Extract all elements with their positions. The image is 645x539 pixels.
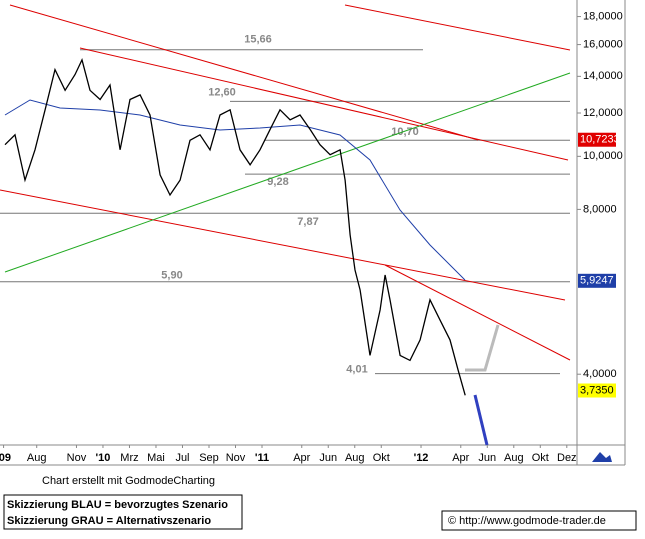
note: Skizzierung GRAU = Alternativszenario: [7, 515, 211, 527]
note: Skizzierung BLAU = bevorzugtes Szenario: [7, 499, 228, 511]
trend-line: [79, 47, 569, 161]
price-marker: [578, 383, 616, 398]
y-tick-label: 4,0000: [583, 368, 617, 380]
alternative-scenario: [465, 324, 500, 372]
price-marker-label: 3,7350: [580, 384, 614, 396]
trend-line: [0, 189, 566, 301]
source-box: [441, 510, 637, 531]
scroll-icon: [592, 452, 612, 462]
trend-line: [9, 4, 479, 141]
x-tick-label: Apr: [452, 452, 469, 464]
x-tick-label: Okt: [532, 452, 549, 464]
x-tick-label: Jun: [478, 452, 496, 464]
level-label: 4,01: [346, 364, 367, 376]
x-tick-label: Nov: [67, 452, 87, 464]
price-marker-label: 10,7233: [580, 134, 620, 146]
level-label: 9,28: [267, 176, 288, 188]
moving-average: [4, 99, 466, 281]
x-tick-label: Sep: [199, 452, 219, 464]
trend-line: [4, 72, 571, 273]
source: © http://www.godmode-trader.de: [448, 515, 606, 527]
trend-lines: [0, 4, 571, 446]
x-tick-label: Nov: [226, 452, 246, 464]
x-tick-label: Dez: [557, 452, 577, 464]
x-tick-label: Aug: [345, 452, 365, 464]
x-tick-label: Mrz: [120, 452, 138, 464]
price-marker-label: 5,9247: [580, 275, 614, 287]
y-tick-label: 18,0000: [583, 10, 623, 22]
y-tick-label: 8,0000: [583, 203, 617, 215]
x-tick-label: Jul: [175, 452, 189, 464]
price-line: [4, 58, 466, 396]
x-tick-label: Aug: [27, 452, 47, 464]
level-label: 7,87: [297, 216, 318, 228]
price-marker: [578, 273, 616, 288]
plot: [4, 58, 466, 396]
x-tick-label: Aug: [504, 452, 524, 464]
x-tick-label: Okt: [373, 452, 390, 464]
y-tick-label: 10,0000: [583, 150, 623, 162]
x-tick-label: Mai: [147, 452, 165, 464]
notes-box: [3, 494, 243, 530]
x-tick-label: Jun: [319, 452, 337, 464]
x-tick-label: Apr: [293, 452, 310, 464]
chart-background: [0, 0, 625, 465]
y-tick-label: 16,0000: [583, 38, 623, 50]
x-tick-label: '11: [255, 452, 269, 464]
level-label: 5,90: [161, 270, 182, 282]
level-label: 15,66: [244, 34, 272, 46]
preferred-scenario: [473, 394, 489, 446]
x-tick-label: '12: [414, 452, 429, 464]
trend-line: [344, 4, 571, 51]
level-label: 12,60: [208, 86, 236, 98]
y-tick-label: 14,0000: [583, 70, 623, 82]
x-tick-label: '09: [0, 452, 11, 464]
price-marker: [578, 132, 616, 147]
trend-line: [384, 264, 571, 361]
y-tick-label: 12,0000: [583, 107, 623, 119]
x-tick-label: '10: [96, 452, 111, 464]
credit: Chart erstellt mit GodmodeCharting: [42, 475, 215, 487]
